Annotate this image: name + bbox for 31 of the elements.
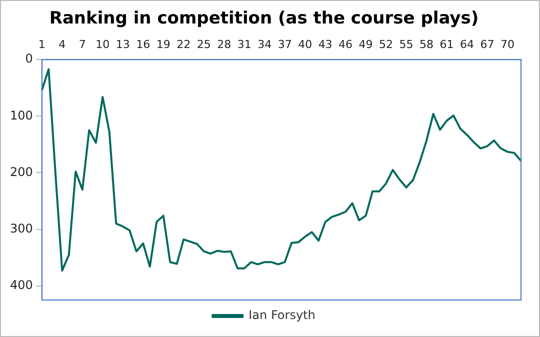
x-tick-label: 43 — [318, 38, 332, 51]
x-tick-label: 31 — [237, 38, 252, 51]
x-tick-label: 46 — [338, 38, 353, 51]
x-tick-label: 64 — [460, 38, 474, 51]
x-tick-label: 25 — [196, 38, 211, 51]
y-tick-label: 200 — [10, 164, 33, 179]
x-tick-label: 40 — [298, 38, 312, 51]
x-tick-label: 22 — [176, 38, 191, 51]
x-tick-label: 4 — [58, 38, 66, 51]
x-tick-label: 49 — [358, 38, 373, 51]
x-tick-label: 58 — [420, 38, 434, 51]
x-tick-label: 34 — [258, 38, 272, 51]
x-tick-label: 10 — [96, 38, 110, 51]
x-tick-label: 19 — [156, 38, 170, 51]
y-tick-label: 300 — [10, 221, 33, 236]
y-tick-label: 100 — [10, 108, 33, 122]
y-tick-label: 0 — [25, 52, 33, 66]
x-tick-label: 61 — [440, 38, 454, 51]
x-tick-label: 28 — [217, 38, 232, 51]
x-tick-label: 52 — [379, 38, 394, 51]
x-tick-label: 7 — [78, 38, 86, 51]
legend-label: Ian Forsyth — [248, 308, 316, 322]
x-tick-label: 70 — [500, 38, 515, 51]
x-tick-label: 55 — [399, 38, 414, 51]
chart-title: Ranking in competition (as the course plays) — [49, 8, 479, 29]
x-tick-label: 37 — [278, 38, 292, 51]
x-tick-label: 16 — [136, 38, 150, 51]
y-tick-label: 400 — [10, 278, 33, 292]
x-tick-label: 1 — [38, 38, 46, 51]
x-tick-label: 13 — [116, 38, 130, 51]
x-tick-label: 67 — [480, 38, 494, 51]
